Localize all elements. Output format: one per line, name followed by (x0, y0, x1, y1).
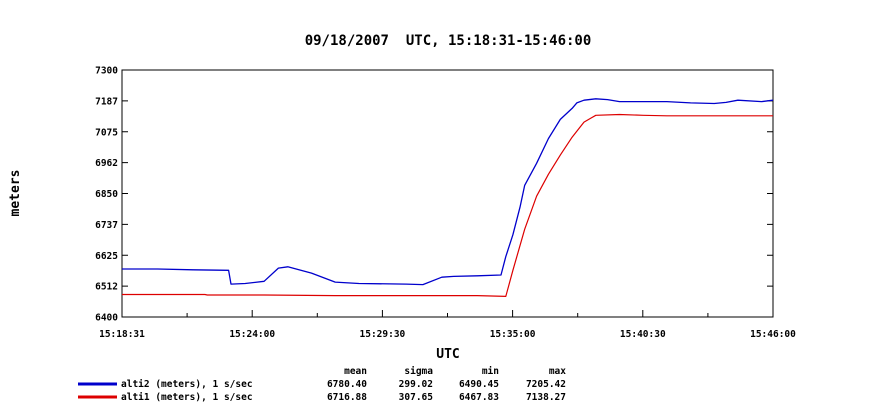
stats-header: min (482, 366, 499, 377)
stats-value: 6780.40 (327, 379, 367, 390)
stats-value: 7138.27 (526, 392, 566, 403)
x-tick-label: 15:18:31 (99, 329, 145, 340)
stats-value: 6490.45 (459, 379, 499, 390)
y-axis-label: meters (8, 170, 23, 217)
stats-header: mean (344, 366, 367, 377)
chart-title: 09/18/2007 UTC, 15:18:31-15:46:00 (305, 33, 592, 49)
stats-value: 7205.42 (526, 379, 566, 390)
x-tick-label: 15:46:00 (750, 329, 796, 340)
y-tick-label: 7075 (95, 127, 118, 138)
series-line-1 (122, 98, 774, 286)
y-tick-label: 6850 (95, 189, 118, 200)
y-tick-label: 6625 (95, 251, 118, 262)
legend-label: alti2 (meters), 1 s/sec (121, 379, 253, 390)
stats-value: 6716.88 (327, 392, 367, 403)
stats-value: 307.65 (399, 392, 434, 403)
stats-value: 6467.83 (459, 392, 499, 403)
x-tick-label: 15:24:00 (229, 329, 275, 340)
x-tick-label: 15:29:30 (360, 329, 406, 340)
series-line-2 (122, 113, 773, 297)
x-tick-label: 15:40:30 (620, 329, 666, 340)
y-tick-label: 6512 (95, 282, 118, 293)
stats-header: sigma (404, 366, 433, 377)
stats-value: 299.02 (399, 379, 433, 390)
y-tick-label: 6400 (95, 313, 118, 324)
plot-area (121, 69, 774, 318)
x-axis-label: UTC (436, 347, 459, 362)
x-tick-label: 15:35:00 (490, 329, 536, 340)
legend-label: alti1 (meters), 1 s/sec (121, 392, 253, 403)
y-tick-label: 7187 (95, 96, 118, 107)
stats-header: max (549, 366, 566, 377)
y-tick-label: 6737 (95, 220, 118, 231)
y-tick-label: 6962 (95, 158, 118, 169)
y-tick-label: 7300 (95, 66, 118, 77)
